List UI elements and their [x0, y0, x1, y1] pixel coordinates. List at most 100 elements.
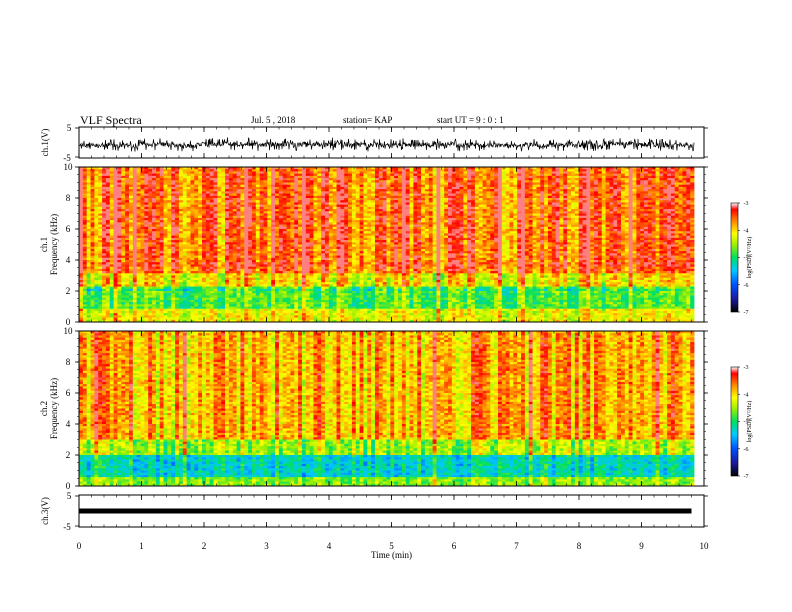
spectrogram-cell — [186, 186, 191, 190]
spectrogram-cell — [167, 204, 172, 208]
spectrogram-cell — [251, 178, 257, 181]
spectrogram-cell — [501, 193, 507, 197]
spectrogram-cell — [547, 167, 553, 170]
spectrogram-cell — [367, 186, 372, 190]
spectrogram-cell — [624, 209, 630, 212]
spectrogram-cell — [182, 220, 188, 223]
spectrogram-cell — [448, 186, 453, 190]
waveform-panel-0: 5-5ch.1(V) — [40, 123, 708, 163]
spectrogram-cell — [667, 180, 672, 183]
spectrogram-cell — [544, 182, 549, 186]
spectrogram-cell — [155, 186, 161, 190]
spectrogram-cell — [363, 193, 368, 197]
spectrogram-cell — [544, 231, 549, 234]
spectrogram-cell — [505, 191, 510, 194]
spectrogram-cell — [659, 193, 664, 197]
spectrogram-cell — [82, 175, 88, 179]
spectrogram-cell — [686, 193, 691, 197]
spectrogram-cell — [328, 184, 334, 188]
spectrogram-cell — [478, 182, 483, 186]
spectrogram-cell — [205, 167, 211, 170]
spectrogram-cell — [271, 169, 276, 172]
spectrogram-cell — [478, 224, 483, 228]
spectrogram-cell — [213, 193, 218, 197]
spectrogram-cell — [217, 169, 222, 172]
spectrogram-cell — [121, 209, 126, 212]
spectrogram-cell — [128, 175, 134, 179]
spectrogram-cell — [336, 173, 341, 177]
spectrogram-cell — [340, 193, 345, 197]
spectrogram-cell — [686, 224, 691, 228]
spectrogram-cell — [159, 189, 164, 192]
spectrogram-cell — [455, 224, 460, 228]
spectrogram-cell — [182, 195, 188, 199]
spectrogram-cell — [163, 182, 168, 186]
spectrogram-cell — [348, 191, 353, 194]
spectrogram-cell — [651, 224, 656, 228]
spectrogram-cell — [109, 195, 114, 199]
spectrogram-cell — [102, 173, 107, 177]
spectrogram-cell — [117, 180, 122, 183]
spectrogram-cell — [674, 186, 680, 190]
spectrogram-cell — [90, 169, 95, 172]
spectrogram-cell — [140, 169, 145, 172]
spectrogram-cell — [667, 193, 672, 197]
spectrogram-cell — [374, 180, 380, 183]
spectrogram-cell — [294, 182, 299, 186]
spectrogram-cell — [263, 220, 268, 223]
spectrogram-cell — [413, 182, 418, 186]
spectrogram-cell — [186, 220, 191, 223]
spectrogram-cell — [178, 200, 184, 203]
spectrogram-cell — [401, 224, 407, 228]
spectrogram-cell — [374, 191, 380, 194]
spectrogram-cell — [190, 178, 195, 181]
spectrogram-cell — [259, 180, 264, 183]
spectrogram-cell — [202, 173, 207, 177]
spectrogram-cell — [186, 182, 191, 186]
spectrogram-cell — [228, 175, 234, 179]
spectrogram-cell — [670, 182, 676, 186]
spectrogram-cell — [125, 191, 130, 194]
spectrogram-cell — [236, 195, 241, 199]
spectrogram-cell — [259, 175, 264, 179]
spectrogram-cell — [690, 204, 695, 208]
spectrogram-cell — [563, 191, 568, 194]
spectrogram-cell — [140, 195, 145, 199]
spectrogram-cell — [482, 200, 487, 203]
spectrogram-cell — [213, 184, 218, 188]
spectrogram-cell — [651, 193, 656, 197]
spectrogram-cell — [605, 169, 610, 172]
spectrogram-cell — [459, 173, 464, 177]
spectrogram-cell — [574, 169, 580, 172]
spectrogram-cell — [659, 167, 664, 170]
spectrogram-cell — [594, 180, 599, 183]
spectrogram-cell — [417, 175, 422, 179]
spectrogram-cell — [294, 200, 299, 203]
spectrogram-cell — [436, 204, 441, 208]
spectrogram-cell — [448, 215, 453, 219]
spectrogram-cell — [359, 180, 364, 183]
spectrogram-cell — [194, 191, 199, 194]
spectrogram-cell — [544, 209, 549, 212]
spectrogram-cell — [386, 193, 391, 197]
spectrogram-cell — [309, 231, 314, 234]
spectrogram-cell — [444, 167, 449, 170]
spectrogram-cell — [690, 193, 695, 197]
spectrogram-cell — [678, 215, 683, 219]
spectrogram-cell — [113, 178, 118, 181]
spectrogram-cell — [175, 191, 180, 194]
spectrogram-cell — [205, 204, 211, 208]
spectrogram-cell — [286, 224, 291, 228]
spectrogram-cell — [121, 171, 126, 175]
spectrogram-cell — [521, 175, 526, 179]
spectrogram-cell — [401, 180, 407, 183]
spectrogram-cell — [651, 204, 656, 208]
spectrogram-cell — [86, 178, 91, 181]
spectrogram-cell — [636, 167, 641, 170]
spectrogram-cell — [194, 189, 199, 192]
spectrogram-cell — [217, 180, 222, 183]
spectrogram-cell — [632, 175, 637, 179]
spectrogram-cell — [586, 215, 591, 219]
spectrogram-cell — [436, 193, 441, 197]
spectrogram-cell — [463, 173, 468, 177]
